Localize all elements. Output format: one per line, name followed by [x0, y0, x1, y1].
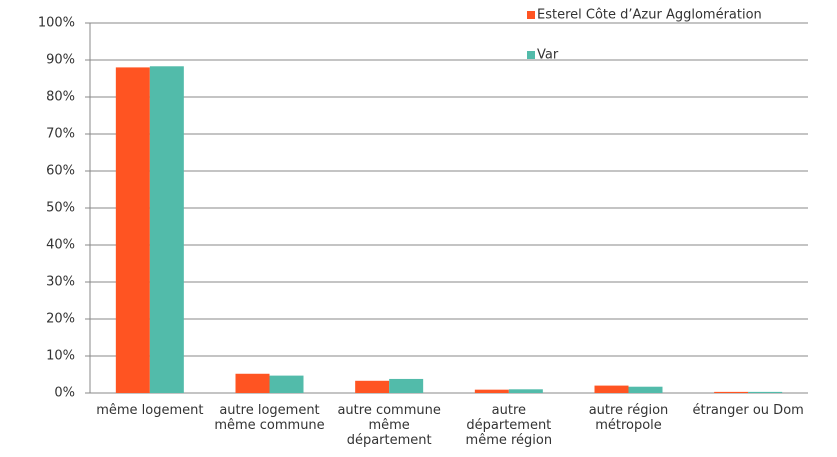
y-tick-label: 40% [46, 238, 75, 253]
y-tick-label: 90% [46, 53, 75, 68]
legend-swatch [527, 51, 535, 59]
bar [235, 373, 270, 393]
bar [474, 389, 509, 393]
x-tick-label: autre logement même commune [214, 403, 325, 433]
y-tick-label: 20% [46, 312, 75, 327]
bar [355, 380, 390, 393]
x-tick-label: autre région métropole [588, 403, 669, 433]
bar [269, 375, 304, 393]
bar [389, 378, 424, 393]
bar [115, 67, 150, 394]
bar [149, 66, 184, 393]
bar [594, 385, 629, 393]
y-tick-label: 0% [54, 386, 75, 401]
bar [628, 386, 663, 393]
bar [748, 391, 783, 393]
y-tick-label: 50% [46, 201, 75, 216]
x-tick-label: étranger ou Dom [692, 403, 804, 418]
legend-label: Esterel Côte d’Azur Agglomération [537, 8, 762, 23]
x-tick-label: même logement [96, 403, 204, 418]
y-tick-label: 10% [46, 349, 75, 364]
y-tick-label: 30% [46, 275, 75, 290]
bar [714, 391, 749, 393]
legend-label: Var [537, 48, 559, 63]
legend-swatch [527, 11, 535, 19]
bar [508, 389, 543, 393]
y-tick-label: 100% [38, 16, 75, 31]
x-tick-label: autre commune même département [337, 403, 441, 448]
y-tick-label: 70% [46, 127, 75, 142]
y-tick-label: 60% [46, 164, 75, 179]
x-tick-label: autre département même région [465, 403, 553, 448]
y-tick-label: 80% [46, 90, 75, 105]
